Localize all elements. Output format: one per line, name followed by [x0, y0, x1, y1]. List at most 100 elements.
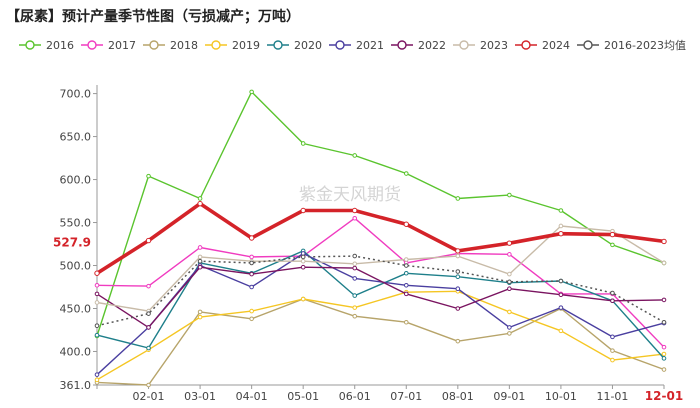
data-point	[94, 270, 100, 276]
data-point	[661, 344, 667, 350]
current-value-marker: 527.9 12-01	[53, 232, 683, 403]
data-point	[661, 297, 667, 303]
data-point	[661, 367, 667, 372]
data-point	[507, 331, 512, 336]
y-tick-label: 500.0	[60, 260, 92, 273]
legend-item[interactable]: 2022	[391, 39, 446, 52]
data-point	[507, 192, 512, 198]
data-point	[249, 308, 254, 314]
legend-item[interactable]: 2018	[143, 39, 198, 52]
legend-item[interactable]: 2016-2023均值	[577, 39, 686, 52]
data-point	[558, 223, 564, 229]
data-point	[455, 338, 461, 344]
legend-label: 2016	[46, 39, 74, 52]
legend-item[interactable]: 2019	[205, 39, 260, 52]
series-2022	[94, 264, 667, 330]
watermark: 紫金天风期货	[299, 185, 401, 205]
data-point	[610, 334, 615, 340]
data-point	[455, 286, 461, 292]
data-point	[197, 264, 203, 270]
data-point	[146, 173, 151, 179]
data-point	[507, 279, 512, 285]
y-tick-label: 361.0	[60, 379, 92, 392]
data-point	[146, 283, 151, 289]
current-value-label: 527.9	[53, 236, 91, 250]
data-point	[248, 235, 255, 241]
data-point	[352, 276, 358, 281]
data-point	[352, 265, 358, 271]
legend-label: 2019	[232, 39, 260, 52]
data-point	[558, 231, 564, 237]
axes: 361.0 400.0 450.0 500.0 550.0 600.0 650.0 700.0…	[60, 85, 665, 403]
data-point	[197, 200, 203, 207]
series-line	[96, 217, 665, 348]
y-tick-label: 550.0	[60, 217, 92, 230]
x-tick-label: 02-01	[133, 390, 165, 403]
x-tick-label: 10-01	[545, 390, 577, 403]
data-point	[610, 298, 615, 304]
legend-label: 2020	[294, 39, 322, 52]
y-tick-label: 700.0	[60, 88, 92, 101]
legend-item[interactable]: 2023	[453, 39, 508, 52]
data-point	[300, 258, 306, 264]
data-point	[249, 316, 254, 322]
data-point	[661, 238, 667, 245]
data-point	[403, 221, 409, 227]
x-tick-label: 05-01	[287, 390, 319, 403]
legend-item[interactable]: 2017	[81, 39, 136, 52]
data-point	[455, 274, 461, 279]
data-point	[403, 257, 409, 262]
chart-title: 【尿素】预计产量季节性图（亏损减产；万吨）	[6, 9, 300, 25]
x-tick-label: 07-01	[390, 390, 422, 403]
data-point	[558, 292, 564, 298]
legend-item[interactable]: 2016	[19, 39, 74, 52]
data-point	[403, 171, 409, 176]
data-point	[610, 242, 615, 248]
legend-marker	[273, 40, 283, 50]
x-tick-label: 03-01	[184, 390, 216, 403]
data-point	[507, 325, 512, 330]
data-point	[661, 260, 667, 266]
legend-item[interactable]: 2021	[329, 39, 384, 52]
data-point	[197, 314, 203, 320]
series-2021	[94, 251, 667, 377]
series-line	[96, 266, 665, 329]
legend-item[interactable]: 2024	[515, 39, 570, 52]
data-point	[506, 240, 513, 246]
legend-label: 2023	[480, 39, 508, 52]
legend: 2016 2017 2018 2019 2020 2021 2022 2023 2024 2016…	[19, 39, 686, 52]
data-point	[455, 248, 461, 254]
data-point	[94, 372, 100, 377]
series-2024	[94, 200, 667, 276]
data-point	[352, 305, 358, 310]
data-point	[610, 357, 615, 363]
data-point	[661, 351, 667, 357]
data-point	[94, 282, 100, 288]
legend-marker	[521, 40, 531, 50]
data-point	[197, 196, 203, 201]
series-2020	[94, 248, 667, 361]
data-point	[300, 264, 306, 270]
data-point	[507, 252, 512, 257]
series-line	[96, 290, 665, 381]
data-point	[352, 313, 358, 319]
series-2019	[94, 289, 667, 383]
data-point	[94, 377, 100, 383]
data-point	[352, 215, 358, 221]
data-point	[609, 231, 616, 238]
data-point	[455, 306, 461, 311]
data-point	[352, 253, 358, 259]
data-point	[249, 284, 254, 290]
x-tick-label: 09-01	[493, 390, 525, 403]
series-2018	[94, 296, 667, 388]
series-line	[96, 298, 665, 386]
legend-item[interactable]: 2020	[267, 39, 322, 52]
data-point	[455, 269, 461, 274]
data-point	[94, 323, 100, 328]
y-tick-label: 400.0	[60, 345, 92, 358]
data-point	[558, 328, 564, 334]
x-tick-label: 08-01	[442, 390, 474, 403]
data-point	[94, 332, 100, 338]
y-tick-label: 600.0	[60, 174, 92, 187]
